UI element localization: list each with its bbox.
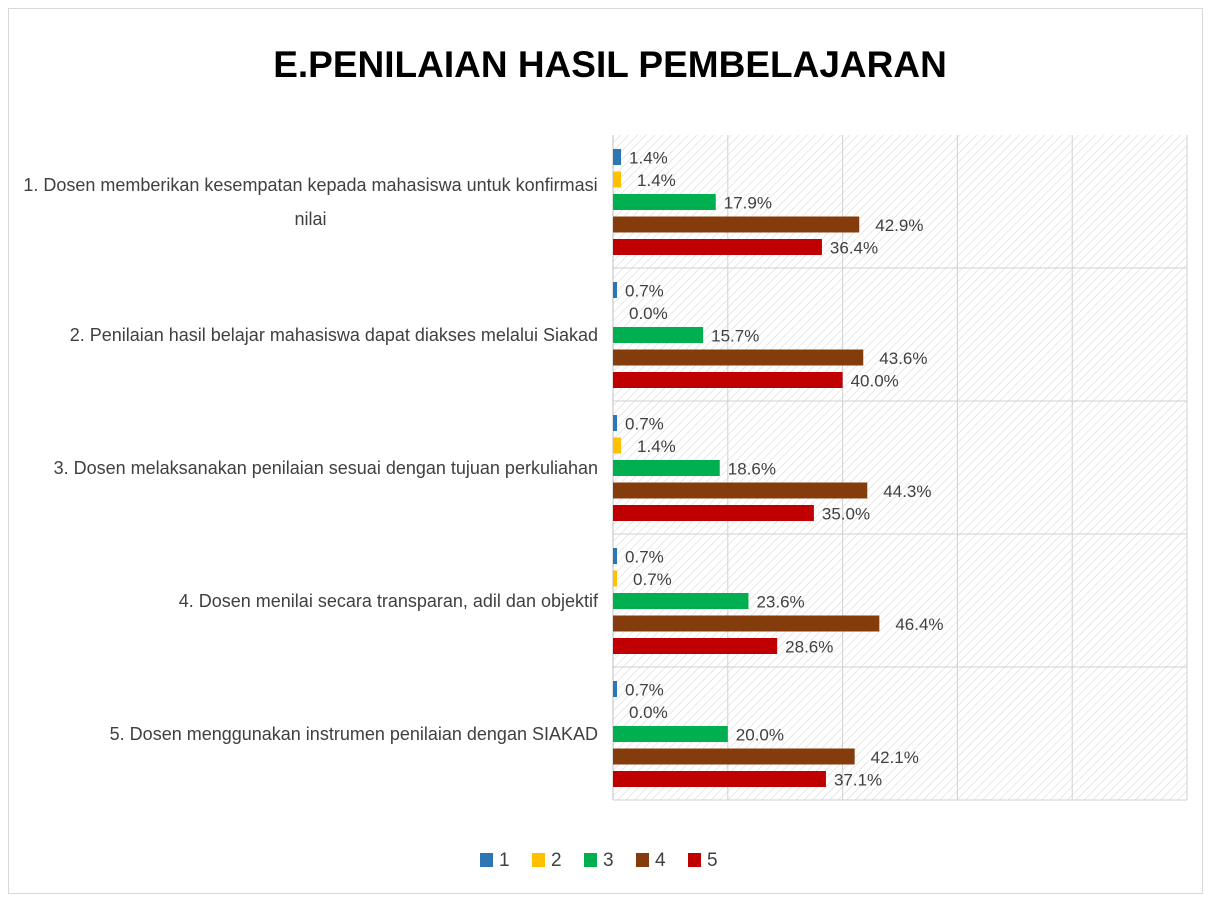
bar: [613, 349, 864, 366]
bar: [613, 726, 728, 742]
bar: [613, 748, 855, 765]
data-label: 40.0%: [851, 371, 899, 390]
bar: [613, 194, 716, 210]
legend-label: 5: [707, 850, 718, 871]
category-label: 2. Penilaian hasil belajar mahasiswa dap…: [69, 324, 598, 345]
bar: [613, 171, 622, 188]
data-label: 0.0%: [629, 304, 668, 323]
legend-label: 3: [603, 850, 614, 871]
data-label: 0.7%: [625, 547, 664, 566]
bar: [613, 372, 843, 388]
bar: [613, 638, 778, 654]
bar: [613, 570, 618, 587]
data-label: 28.6%: [785, 637, 833, 656]
data-label: 17.9%: [724, 193, 772, 212]
bar: [613, 505, 814, 521]
data-label: 0.7%: [625, 281, 664, 300]
legend-swatch: [636, 853, 649, 867]
bar: [613, 615, 880, 632]
bar: [613, 216, 860, 233]
bar: [613, 437, 622, 454]
chart-frame: [8, 8, 1203, 894]
legend-swatch: [584, 853, 597, 867]
legend-swatch: [480, 853, 493, 867]
legend-swatch: [688, 853, 701, 867]
data-label: 23.6%: [756, 592, 804, 611]
data-label: 1.4%: [637, 171, 676, 190]
data-label: 36.4%: [830, 238, 878, 257]
category-label: 5. Dosen menggunakan instrumen penilaian…: [109, 723, 598, 744]
legend-label: 4: [655, 850, 666, 871]
data-label: 35.0%: [822, 504, 870, 523]
bar: [613, 327, 704, 343]
category-label: 1. Dosen memberikan kesempatan kepada ma…: [23, 174, 598, 229]
data-label: 0.7%: [633, 570, 672, 589]
chart-title: E.PENILAIAN HASIL PEMBELAJARAN: [273, 44, 947, 85]
category-label: 4. Dosen menilai secara transparan, adil…: [178, 590, 598, 611]
bar: [613, 239, 822, 255]
bar: [613, 771, 826, 787]
data-label: 18.6%: [728, 459, 776, 478]
bar: [613, 548, 618, 564]
data-label: 43.6%: [879, 349, 927, 368]
category-label: 3. Dosen melaksanakan penilaian sesuai d…: [53, 457, 598, 478]
bar: [613, 282, 618, 298]
data-label: 42.1%: [871, 748, 919, 767]
data-label: 0.0%: [629, 703, 668, 722]
data-label: 46.4%: [895, 615, 943, 634]
data-label: 0.7%: [625, 414, 664, 433]
bar: [613, 149, 622, 165]
bar: [613, 415, 618, 431]
legend-swatch: [532, 853, 545, 867]
data-label: 1.4%: [637, 437, 676, 456]
bar: [613, 460, 720, 476]
data-label: 44.3%: [883, 482, 931, 501]
data-label: 20.0%: [736, 725, 784, 744]
legend-label: 2: [551, 850, 562, 871]
data-label: 0.7%: [625, 680, 664, 699]
bar: [613, 681, 618, 697]
data-label: 1.4%: [629, 148, 668, 167]
data-label: 42.9%: [875, 216, 923, 235]
bar: [613, 482, 868, 499]
data-label: 37.1%: [834, 770, 882, 789]
data-label: 15.7%: [711, 326, 759, 345]
legend-label: 1: [499, 850, 510, 871]
bar: [613, 593, 749, 609]
